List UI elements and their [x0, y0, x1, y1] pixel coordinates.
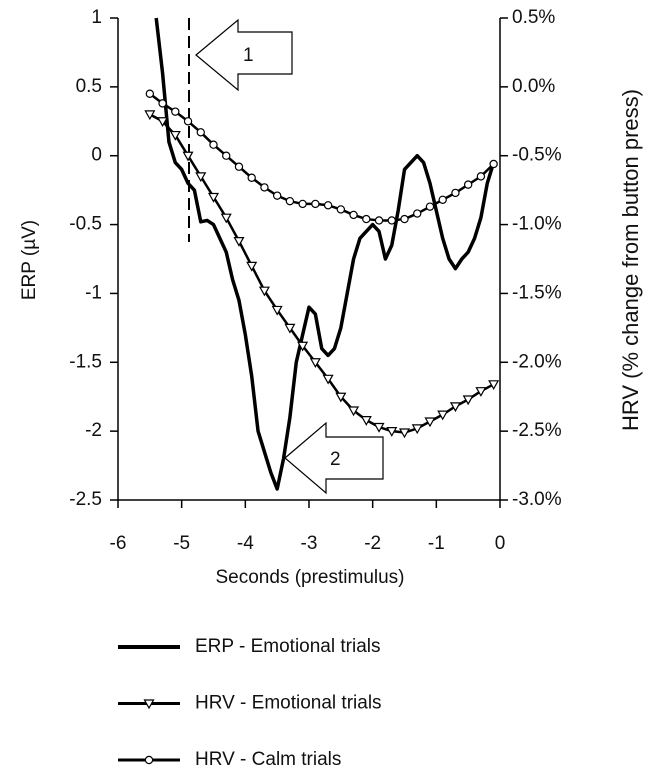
point	[437, 410, 449, 421]
x-tick-label: -4	[237, 533, 254, 554]
y-tick-label: -2.5	[69, 489, 102, 510]
y-tick-label: -2	[85, 420, 102, 441]
point	[373, 422, 385, 433]
y2-tick-label: 0.5%	[512, 7, 555, 28]
y2-tick-label: -1.0%	[512, 214, 562, 235]
point	[386, 427, 398, 437]
y-tick-label: -1	[85, 282, 102, 303]
arrow-2	[284, 421, 384, 495]
point	[424, 417, 436, 428]
y2-tick-label: -0.5%	[512, 145, 562, 166]
point	[297, 341, 309, 352]
point	[209, 140, 218, 149]
legend-label: HRV - Emotional trials	[195, 693, 382, 714]
legend-label: ERP - Emotional trials	[195, 636, 381, 657]
point	[374, 216, 384, 225]
x-tick-label: -2	[364, 533, 381, 554]
point	[425, 202, 435, 211]
point	[285, 196, 295, 206]
x-axis-title: Seconds (prestimulus)	[215, 567, 404, 588]
point	[398, 428, 411, 439]
point	[157, 117, 169, 128]
point	[438, 195, 447, 204]
point	[475, 387, 487, 397]
point	[336, 205, 346, 214]
point	[488, 380, 500, 391]
series-line	[154, 17, 496, 491]
point	[145, 89, 155, 98]
point	[171, 107, 180, 116]
y2-tick-label: -3.0%	[512, 489, 562, 510]
point	[144, 110, 156, 121]
point	[298, 199, 307, 209]
point	[449, 402, 461, 413]
point	[284, 323, 296, 334]
annotation: 2	[330, 449, 341, 470]
point	[463, 180, 473, 189]
legend-label: HRV - Calm trials	[195, 749, 341, 770]
point	[271, 305, 283, 316]
point	[246, 261, 258, 272]
series-line	[149, 113, 495, 434]
point	[144, 755, 154, 765]
point	[309, 358, 321, 369]
point	[311, 199, 320, 209]
point	[323, 201, 333, 210]
x-tick-label: -5	[173, 533, 190, 554]
y-tick-label: -1.5	[69, 351, 102, 372]
point	[143, 699, 155, 710]
x-tick-label: -6	[110, 533, 127, 554]
point	[400, 214, 409, 224]
arrow-1	[195, 18, 293, 92]
point	[196, 128, 205, 137]
y-tick-label: 0.5	[76, 76, 102, 97]
y2-tick-label: -1.5%	[512, 282, 562, 303]
point	[183, 117, 193, 126]
point	[247, 173, 256, 182]
point	[348, 406, 360, 417]
point	[220, 213, 232, 224]
y2-tick-label: -2.0%	[512, 351, 562, 372]
x-tick-label: -1	[428, 533, 445, 554]
x-tick-label: 0	[495, 533, 506, 554]
y-tick-label: 1	[91, 7, 102, 28]
point	[158, 99, 167, 108]
x-tick-label: -3	[301, 533, 318, 554]
point	[476, 172, 486, 181]
point	[182, 151, 194, 162]
point	[222, 151, 231, 160]
y-axis-title: ERP (µV)	[19, 220, 40, 300]
point	[260, 183, 269, 192]
point	[335, 392, 347, 403]
point	[413, 209, 422, 218]
point	[322, 374, 334, 385]
point	[169, 130, 181, 141]
point	[360, 416, 372, 426]
point	[233, 236, 245, 247]
y2-tick-label: 0.0%	[512, 76, 555, 97]
point	[195, 172, 207, 183]
point	[387, 216, 396, 225]
point	[362, 214, 371, 224]
y2-tick-label: -2.5%	[512, 420, 562, 441]
point	[272, 191, 282, 200]
point	[207, 192, 220, 203]
y2-axis-title: HRV (% change from button press)	[618, 89, 643, 431]
point	[489, 159, 498, 169]
point	[258, 286, 270, 297]
point	[234, 162, 244, 171]
y-tick-label: -0.5	[69, 214, 102, 235]
point	[451, 188, 460, 198]
annotation: 1	[243, 45, 254, 66]
point	[462, 395, 474, 406]
point	[411, 424, 423, 435]
series-line	[149, 92, 495, 222]
y-tick-label: 0	[91, 145, 102, 166]
point	[349, 210, 358, 220]
